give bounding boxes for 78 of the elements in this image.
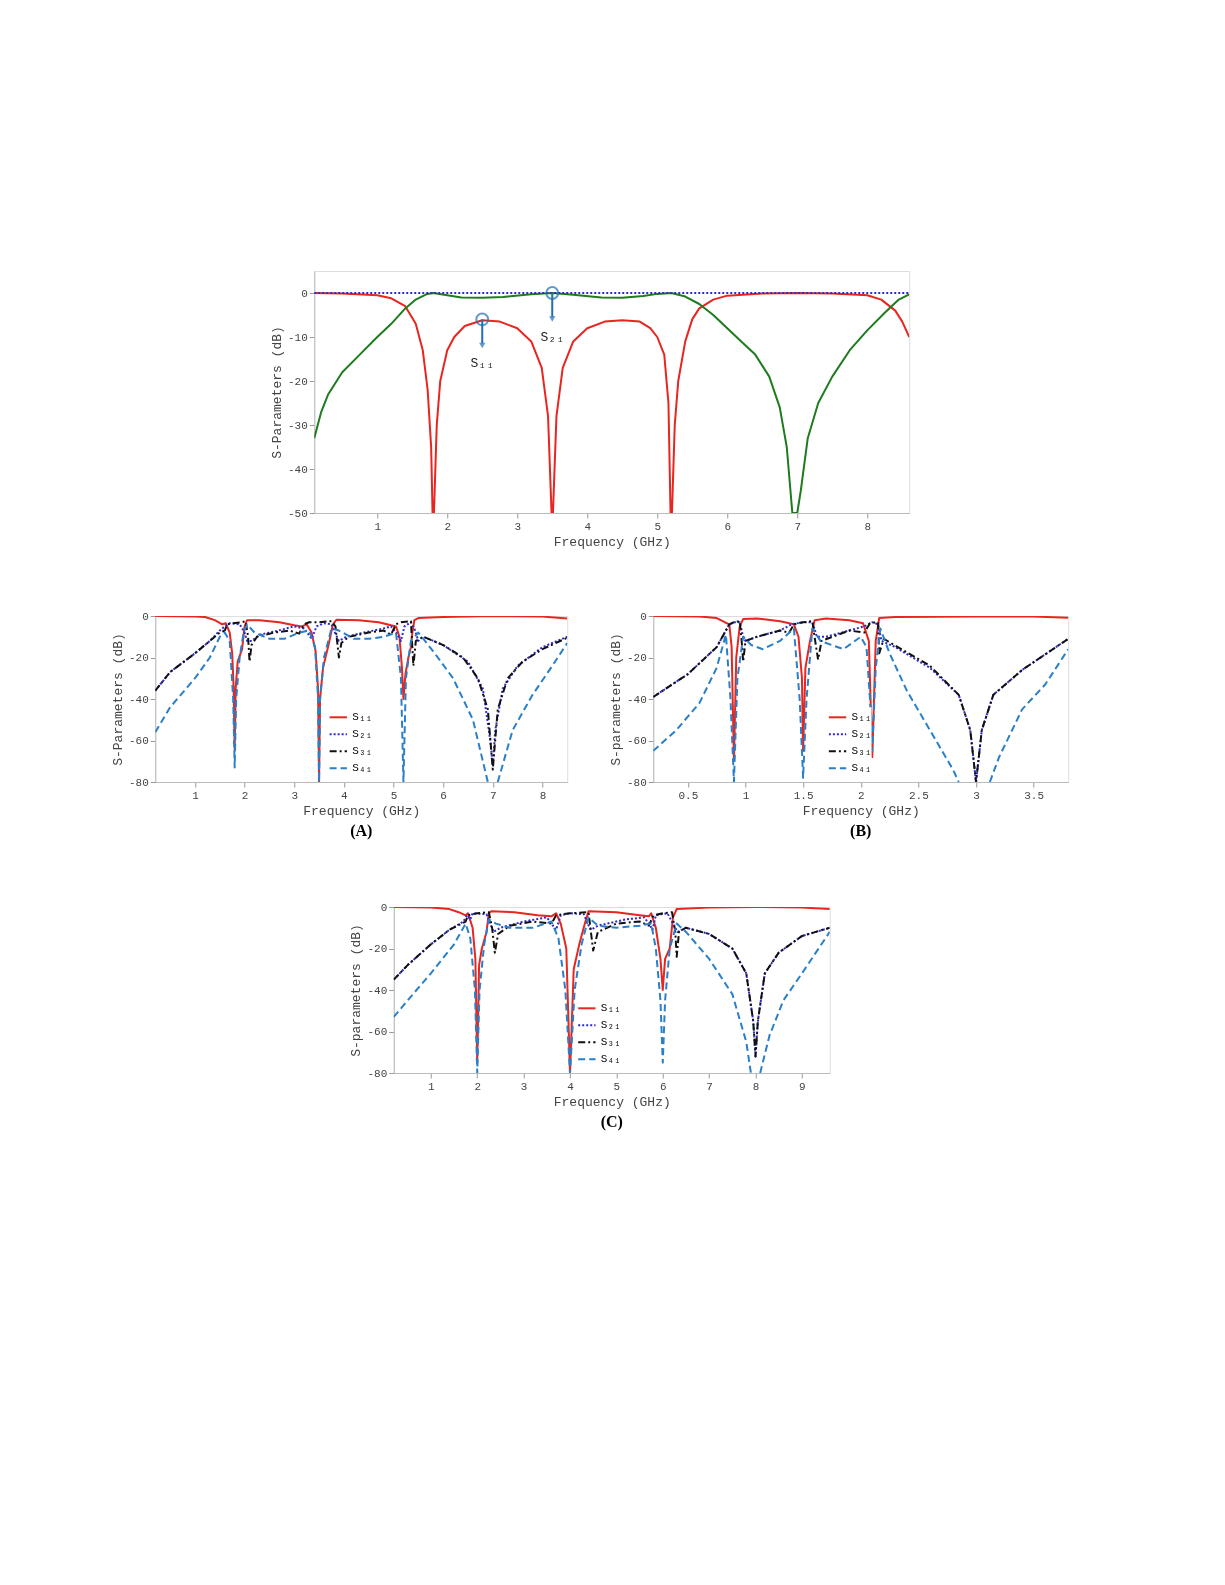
y-tick-label: -60 xyxy=(367,1026,388,1038)
y-axis-title: S-Parameters (dB) xyxy=(269,326,285,459)
x-tick-label: 2 xyxy=(444,520,452,533)
x-tick-label: 8 xyxy=(539,789,547,802)
x-tick-label: 2 xyxy=(241,789,249,802)
y-axis-title: S-parameters (dB) xyxy=(608,633,624,766)
y-tick-label: -40 xyxy=(367,984,388,997)
x-tick-label: 2.5 xyxy=(908,789,929,802)
y-tick-label: -20 xyxy=(367,943,388,955)
legend-label: S₂₁ xyxy=(851,728,872,741)
annotation: S₂₁ xyxy=(540,330,564,345)
legend-label: S₃₁ xyxy=(600,1036,621,1049)
legend-label: S₃₁ xyxy=(352,745,373,758)
x-tick-label: 1 xyxy=(374,520,382,533)
y-tick-label: -80 xyxy=(626,776,647,789)
x-tick-label: 4 xyxy=(341,789,349,802)
x-tick-label: 7 xyxy=(794,520,802,533)
x-tick-label: 3 xyxy=(514,520,522,533)
legend-label: S₃₁ xyxy=(851,745,872,758)
legend-label: S₁₁ xyxy=(600,1002,621,1015)
legend-label: S₄₁ xyxy=(600,1053,621,1066)
y-tick-label: -20 xyxy=(287,375,308,388)
y-tick-label: -20 xyxy=(626,652,647,664)
x-tick-label: 7 xyxy=(706,1080,713,1093)
y-tick-label: -80 xyxy=(367,1067,388,1080)
y-tick-label: -10 xyxy=(287,331,308,344)
x-tick-label: 8 xyxy=(752,1080,760,1093)
x-tick-label: 6 xyxy=(659,1080,667,1093)
legend-label: S₄₁ xyxy=(851,762,872,775)
y-tick-label: 0 xyxy=(301,287,308,300)
text: (B) xyxy=(850,822,872,840)
legend-label: S₂₁ xyxy=(600,1019,621,1032)
y-tick-label: 0 xyxy=(142,610,149,623)
x-tick-label: 8 xyxy=(864,520,872,533)
x-axis-title: Frequency (GHz) xyxy=(553,534,671,550)
y-tick-label: -30 xyxy=(287,419,308,432)
y-tick-label: -40 xyxy=(626,693,647,706)
x-tick-label: 2 xyxy=(474,1080,482,1093)
x-axis-title: Frequency (GHz) xyxy=(802,803,920,819)
y-tick-label: -40 xyxy=(128,693,149,706)
x-tick-label: 3 xyxy=(520,1080,528,1093)
x-axis-title: Frequency (GHz) xyxy=(303,803,421,819)
x-tick-label: 4 xyxy=(584,520,592,533)
x-tick-label: 1 xyxy=(742,789,750,802)
x-tick-label: 3 xyxy=(973,789,980,802)
x-tick-label: 5 xyxy=(613,1080,621,1093)
y-tick-label: -40 xyxy=(287,463,308,476)
y-tick-label: -50 xyxy=(287,507,308,520)
x-tick-label: 3.5 xyxy=(1024,789,1045,802)
x-tick-label: 5 xyxy=(654,520,662,533)
x-tick-label: 5 xyxy=(390,789,398,802)
y-tick-label: 0 xyxy=(640,610,647,623)
text: (A) xyxy=(350,822,373,840)
x-tick-label: 1.5 xyxy=(793,789,814,802)
legend-label: S₁₁ xyxy=(851,711,872,724)
x-tick-label: 4 xyxy=(567,1080,575,1093)
legend-label: S₁₁ xyxy=(352,711,373,724)
x-tick-label: 1 xyxy=(428,1080,436,1093)
x-tick-label: 2 xyxy=(857,789,865,802)
y-tick-label: -20 xyxy=(128,652,149,664)
legend-label: S₂₁ xyxy=(352,728,373,741)
text: (C) xyxy=(600,1113,623,1131)
x-tick-label: 9 xyxy=(799,1080,806,1093)
y-tick-label: -60 xyxy=(128,735,149,747)
x-tick-label: 0.5 xyxy=(678,789,699,802)
y-tick-label: -60 xyxy=(626,735,647,747)
y-tick-label: 0 xyxy=(380,901,388,914)
x-tick-label: 6 xyxy=(724,520,732,533)
y-axis-title: S-Parameters (dB) xyxy=(110,633,126,766)
x-tick-label: 7 xyxy=(489,789,497,802)
annotation: S₁₁ xyxy=(470,356,494,372)
legend-label: S₄₁ xyxy=(352,762,373,775)
x-tick-label: 3 xyxy=(291,789,299,802)
x-axis-title: Frequency (GHz) xyxy=(553,1094,671,1110)
x-tick-label: 1 xyxy=(192,789,200,802)
x-tick-label: 6 xyxy=(440,789,447,802)
y-tick-label: -80 xyxy=(128,776,149,789)
y-axis-title: S-parameters (dB) xyxy=(349,924,365,1057)
